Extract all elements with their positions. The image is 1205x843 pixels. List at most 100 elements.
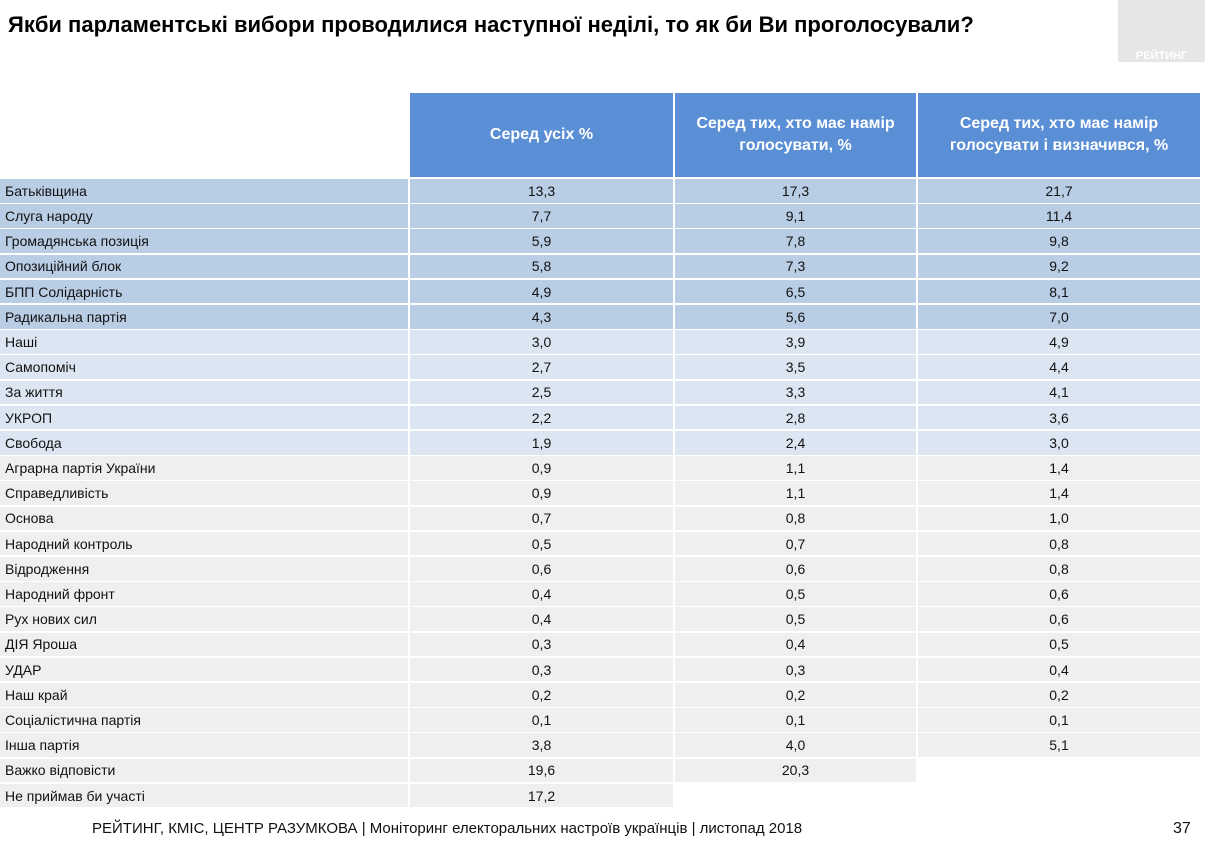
percent-value: 0,4 [410,582,673,606]
percent-value: 4,0 [675,733,916,758]
party-name: Радикальна партія [0,305,408,329]
percent-value: 5,6 [675,305,916,329]
percent-value: 19,6 [410,758,673,783]
percent-value: 0,6 [675,557,916,581]
column-header: Серед усіх % [410,93,673,177]
percent-value: 0,5 [675,582,916,606]
percent-value: 3,5 [675,355,916,380]
percent-value: 7,0 [918,305,1200,329]
footer-source: РЕЙТИНГ, КМІС, ЦЕНТР РАЗУМКОВА | Монітор… [92,820,803,837]
percent-value: 2,7 [410,355,673,380]
column-header: Серед тих, хто має намір голосувати і ви… [918,93,1200,177]
percent-value: 4,1 [918,380,1200,405]
party-name: Соціалістична партія [0,708,408,732]
percent-value: 0,5 [918,632,1200,657]
percent-value: 3,0 [410,330,673,354]
percent-value: 1,4 [918,456,1200,480]
percent-value: 0,6 [410,557,673,581]
percent-value: 3,8 [410,733,673,758]
party-name: Не приймав би участі [0,783,408,808]
percent-value: 0,8 [918,557,1200,581]
percent-value: 0,7 [675,531,916,556]
party-name: УДАР [0,657,408,682]
party-name: Слуга народу [0,204,408,228]
party-name: Наш край [0,683,408,707]
percent-value: 9,2 [918,254,1200,279]
percent-value: 9,1 [675,204,916,228]
percent-value: 2,8 [675,405,916,430]
percent-value: 3,9 [675,330,916,354]
percent-value: 2,5 [410,380,673,405]
party-name: Громадянська позиція [0,229,408,254]
party-name: ДІЯ Яроша [0,632,408,657]
party-name: Відродження [0,557,408,581]
percent-value: 3,6 [918,405,1200,430]
percent-value: 21,7 [918,179,1200,203]
percent-value: 5,1 [918,733,1200,758]
party-name: Самопоміч [0,355,408,380]
percent-value: 4,3 [410,305,673,329]
party-name: Справедливість [0,481,408,506]
percent-value: 1,9 [410,431,673,455]
title: Якби парламентські вибори проводилися на… [8,12,974,37]
percent-value: 1,1 [675,456,916,480]
party-name: Батьківщина [0,179,408,203]
percent-value: 0,9 [410,456,673,480]
logo: РЕЙТИНГ [1118,0,1205,62]
percent-value: 3,3 [675,380,916,405]
percent-value: 0,3 [410,657,673,682]
percent-value: 7,8 [675,229,916,254]
party-name: УКРОП [0,405,408,430]
percent-value: 0,1 [918,708,1200,732]
percent-value: 0,3 [675,657,916,682]
percent-value: 0,1 [675,708,916,732]
party-name: Народний фронт [0,582,408,606]
percent-value: 0,5 [410,531,673,556]
percent-value: 6,5 [675,279,916,304]
percent-value: 7,3 [675,254,916,279]
percent-value: 11,4 [918,204,1200,228]
percent-value: 0,8 [918,531,1200,556]
party-name: БПП Солідарність [0,279,408,304]
percent-value: 0,8 [675,506,916,531]
percent-value: 0,6 [918,607,1200,632]
percent-value: 0,2 [675,683,916,707]
party-name: Аграрна партія України [0,456,408,480]
percent-value: 0,4 [410,607,673,632]
percent-value: 20,3 [675,758,916,783]
percent-value: 13,3 [410,179,673,203]
percent-value: 4,9 [410,279,673,304]
party-name: Основа [0,506,408,531]
party-name: За життя [0,380,408,405]
percent-value: 17,2 [410,783,673,808]
party-name: Рух нових сил [0,607,408,632]
percent-value: 3,0 [918,431,1200,455]
percent-value: 0,4 [918,657,1200,682]
party-name: Народний контроль [0,531,408,556]
percent-value: 1,0 [918,506,1200,531]
percent-value: 2,2 [410,405,673,430]
percent-value: 0,7 [410,506,673,531]
page-number: 37 [1173,820,1191,837]
percent-value: 17,3 [675,179,916,203]
percent-value: 1,1 [675,481,916,506]
percent-value: 0,2 [410,683,673,707]
percent-value: 1,4 [918,481,1200,506]
party-name: Наші [0,330,408,354]
percent-value: 4,4 [918,355,1200,380]
percent-value: 8,1 [918,279,1200,304]
party-name: Важко відповісти [0,758,408,783]
column-header: Серед тих, хто має намір голосувати, % [675,93,916,177]
percent-value: 4,9 [918,330,1200,354]
percent-value: 0,3 [410,632,673,657]
party-name: Свобода [0,431,408,455]
party-name: Інша партія [0,733,408,758]
percent-value: 5,8 [410,254,673,279]
percent-value: 0,2 [918,683,1200,707]
percent-value: 7,7 [410,204,673,228]
party-name: Опозиційний блок [0,254,408,279]
percent-value: 0,4 [675,632,916,657]
percent-value: 0,9 [410,481,673,506]
percent-value: 9,8 [918,229,1200,254]
